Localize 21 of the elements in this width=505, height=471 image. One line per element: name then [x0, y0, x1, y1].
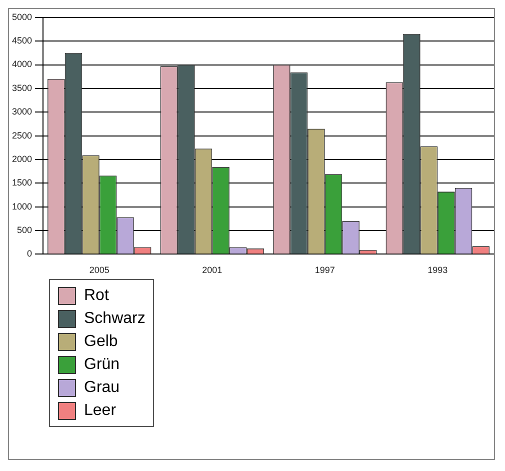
y-tick-label: 2500	[12, 130, 32, 140]
y-tick-label: 1000	[12, 201, 32, 212]
legend-label: Rot	[84, 286, 109, 304]
legend-label: Schwarz	[84, 310, 146, 328]
y-tick-label: 3500	[12, 82, 32, 93]
legend-label: Leer	[84, 402, 116, 420]
x-tick-label: 2001	[202, 265, 222, 276]
y-tick-label: 500	[16, 225, 32, 236]
y-tick-label: 2000	[12, 154, 32, 164]
legend-label: Gelb	[84, 332, 118, 350]
y-tick-label: 0	[27, 248, 32, 259]
x-tick-label: 1993	[428, 265, 448, 276]
x-tick-label: 2005	[89, 265, 110, 276]
legend-label: Grau	[84, 378, 120, 396]
y-tick-label: 5000	[12, 12, 32, 22]
y-tick-label: 4500	[12, 36, 32, 46]
y-tick-label: 4000	[12, 59, 32, 70]
y-tick-label: 3000	[12, 106, 32, 117]
y-tick-label: 1500	[12, 178, 32, 188]
x-tick-label: 1997	[314, 265, 335, 276]
legend-label: Grün	[84, 356, 120, 374]
